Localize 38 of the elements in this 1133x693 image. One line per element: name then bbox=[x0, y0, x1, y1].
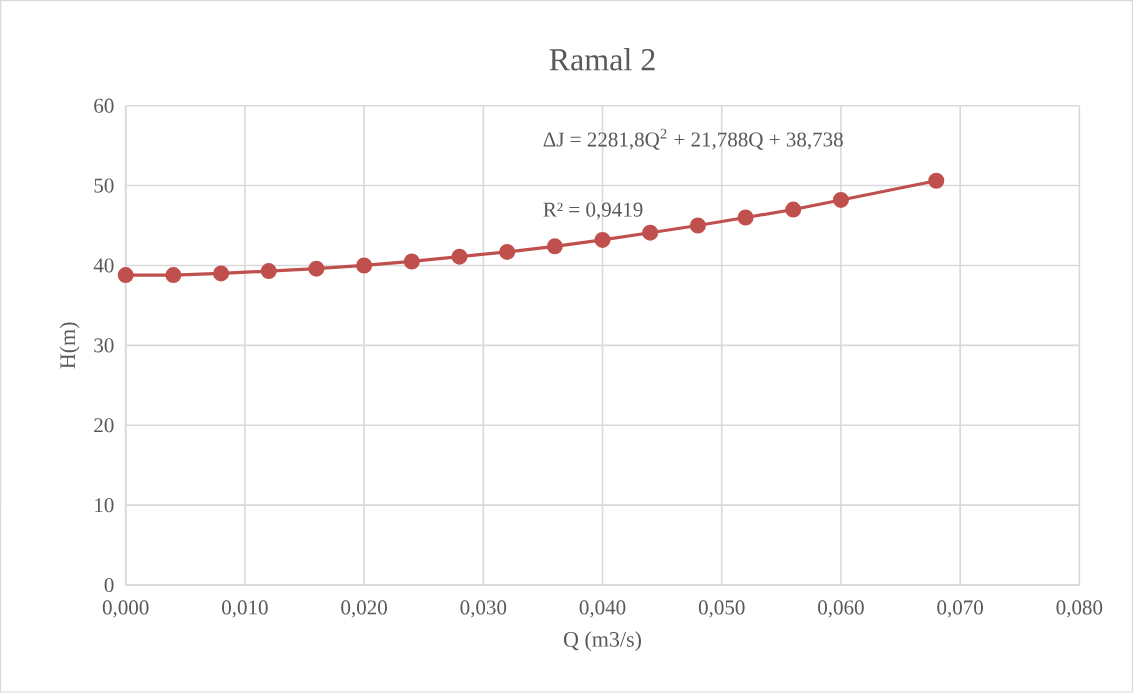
point bbox=[117, 267, 134, 284]
x-tick-label: 0,030 bbox=[460, 600, 507, 618]
y-tick-label: 60 bbox=[94, 98, 114, 113]
x-tick-label: 0,060 bbox=[818, 600, 864, 618]
y-tick-label: 30 bbox=[94, 338, 114, 353]
annotation: R² = 0,9419 bbox=[543, 202, 643, 220]
point bbox=[594, 232, 611, 249]
y-tick-label: 20 bbox=[94, 418, 114, 433]
point bbox=[546, 238, 563, 255]
point bbox=[499, 244, 516, 261]
x-tick-label: 0,040 bbox=[579, 600, 626, 618]
y-tick-label: 0 bbox=[104, 578, 114, 593]
annotation: ΔJ = 2281,8Q$^{2}$ + 21,788Q + 38,738 bbox=[543, 128, 843, 150]
x-tick-label: 0,070 bbox=[937, 600, 983, 618]
y-tick-label: 10 bbox=[95, 498, 114, 513]
point bbox=[642, 224, 659, 241]
x-axis-title: Q (m3/s) bbox=[563, 631, 641, 652]
y-axis-title: H(m) bbox=[59, 322, 80, 369]
point bbox=[165, 267, 182, 284]
x-tick-label: 0,080 bbox=[1056, 600, 1103, 618]
point bbox=[451, 248, 468, 265]
point bbox=[403, 253, 420, 270]
x-tick-label: 0,000 bbox=[102, 600, 149, 618]
x-tick-label: 0,010 bbox=[222, 600, 268, 618]
y-tick-label: 40 bbox=[93, 258, 114, 273]
point bbox=[785, 201, 802, 218]
point bbox=[308, 260, 325, 277]
point bbox=[737, 209, 754, 226]
x-tick-label: 0,020 bbox=[341, 600, 387, 618]
point bbox=[689, 217, 706, 234]
point bbox=[260, 263, 277, 280]
y-tick-label: 50 bbox=[94, 178, 114, 193]
x-tick-label: 0,050 bbox=[698, 600, 745, 618]
point bbox=[213, 265, 230, 282]
point bbox=[356, 257, 373, 274]
point bbox=[832, 192, 849, 209]
chart-title: Ramal 2 bbox=[549, 48, 655, 71]
point bbox=[928, 172, 945, 189]
